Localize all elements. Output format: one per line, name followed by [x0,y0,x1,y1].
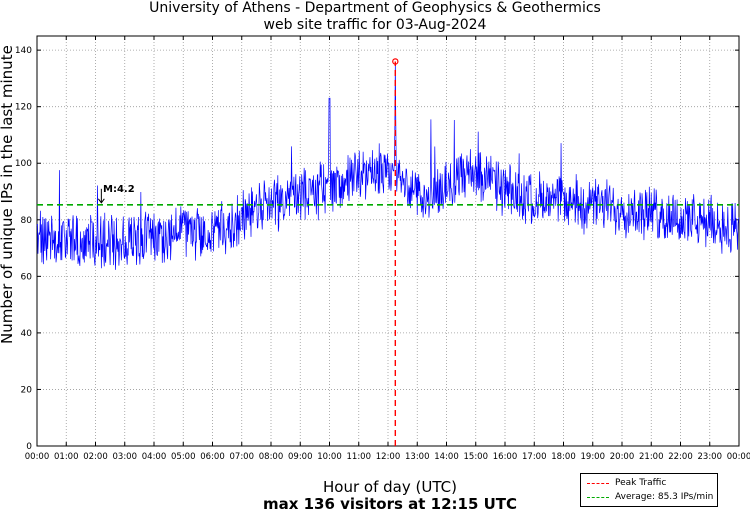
x-tick-label: 17:00 [522,452,547,462]
legend-peak-label: Peak Traffic [615,478,667,488]
x-tick-label: 16:00 [493,452,518,462]
chart-subtitle: max 136 visitors at 12:15 UTC [262,495,518,513]
legend-item-average: Average: 85.3 IPs/min [587,491,713,503]
marker-label: M:4.2 [103,184,135,195]
legend-average-swatch [587,496,609,498]
x-tick-label: 09:00 [288,452,313,462]
y-tick-label: 100 [15,159,32,169]
x-tick-label: 06:00 [200,452,225,462]
x-tick-label: 01:00 [54,452,79,462]
x-tick-label: 23:00 [698,452,723,462]
x-tick-label: 00:00 [727,452,750,462]
x-tick-label: 20:00 [610,452,635,462]
legend-average-label: Average: 85.3 IPs/min [615,492,714,502]
y-tick-label: 60 [21,272,33,282]
x-tick-label: 15:00 [464,452,489,462]
x-tick-label: 22:00 [668,452,693,462]
y-tick-label: 140 [15,46,32,56]
legend-peak-swatch [587,482,609,484]
chart-title-line2: web site traffic for 03-Aug-2024 [263,17,487,33]
marker-arrow-head [97,198,105,204]
x-tick-label: 07:00 [230,452,255,462]
x-tick-label: 11:00 [347,452,372,462]
x-tick-label: 10:00 [317,452,342,462]
x-tick-label: 21:00 [639,452,664,462]
legend-item-peak: Peak Traffic [587,477,666,489]
x-tick-label: 05:00 [171,452,196,462]
peak-marker [392,58,399,65]
x-tick-label: 04:00 [142,452,167,462]
x-tick-label: 00:00 [25,452,50,462]
y-tick-label: 80 [21,216,33,226]
x-tick-label: 12:00 [376,452,401,462]
x-tick-label: 02:00 [83,452,108,462]
x-tick-label: 19:00 [581,452,606,462]
y-tick-label: 0 [26,442,32,452]
x-axis-label: Hour of day (UTC) [323,478,457,496]
x-tick-label: 03:00 [113,452,138,462]
x-tick-label: 18:00 [551,452,576,462]
traffic-series-line [36,61,740,270]
y-tick-label: 40 [21,329,33,339]
x-tick-label: 08:00 [259,452,284,462]
x-tick-label: 14:00 [434,452,459,462]
chart-title-line1: University of Athens - Department of Geo… [149,0,601,16]
y-tick-label: 120 [15,103,32,113]
x-tick-label: 13:00 [405,452,430,462]
y-tick-label: 20 [21,385,33,395]
y-axis-label: Number of unique IPs in the last minute [0,45,16,344]
chart-legend: Peak Traffic Average: 85.3 IPs/min [580,473,718,507]
